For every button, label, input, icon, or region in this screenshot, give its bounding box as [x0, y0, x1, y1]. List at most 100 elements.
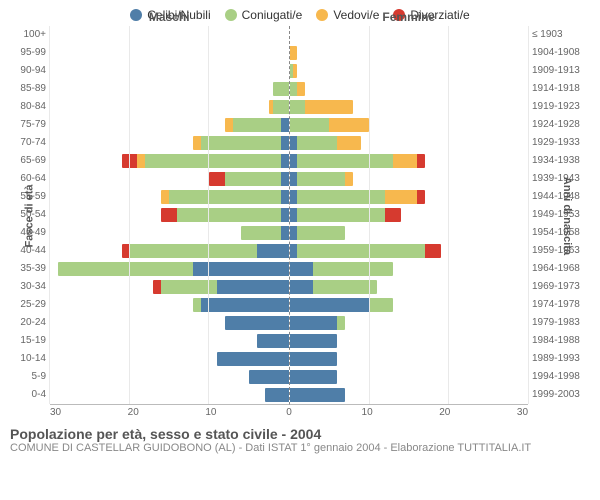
- female-side: Femmine: [290, 26, 529, 405]
- bar-segment: [153, 280, 161, 294]
- x-axis: 102030 0 102030: [0, 405, 600, 418]
- age-tick: 30-34: [8, 278, 46, 296]
- birth-tick: 1999-2003: [532, 386, 592, 404]
- bar-row: [50, 278, 289, 296]
- bar-row: [290, 98, 529, 116]
- bar-segment: [290, 226, 298, 240]
- bar-segment: [337, 316, 345, 330]
- bar-row: [290, 278, 529, 296]
- bar-row: [50, 44, 289, 62]
- bar-segment: [273, 82, 289, 96]
- footer: Popolazione per età, sesso e stato civil…: [0, 418, 600, 454]
- y-axis-label-right: Anni di nascita: [561, 176, 573, 254]
- bar-segment: [425, 244, 441, 258]
- bar-segment: [145, 154, 280, 168]
- bar-segment: [257, 334, 289, 348]
- birth-tick: 1909-1913: [532, 62, 592, 80]
- bar-segment: [281, 172, 289, 186]
- age-tick: 25-29: [8, 296, 46, 314]
- male-rows: [50, 26, 289, 404]
- bar-segment: [297, 190, 384, 204]
- birth-axis: ≤ 19031904-19081909-19131914-19181919-19…: [528, 26, 592, 405]
- bar-segment: [177, 208, 280, 222]
- legend-item: Vedovi/e: [316, 8, 379, 22]
- birth-tick: 1934-1938: [532, 152, 592, 170]
- bar-segment: [257, 244, 289, 258]
- birth-tick: 1924-1928: [532, 116, 592, 134]
- bar-segment: [297, 244, 424, 258]
- bar-row: [50, 350, 289, 368]
- bar-segment: [417, 154, 425, 168]
- bar-segment: [369, 298, 393, 312]
- bar-segment: [161, 208, 177, 222]
- x-tick: 20: [128, 407, 206, 418]
- female-header: Femmine: [382, 10, 435, 24]
- bar-segment: [122, 244, 130, 258]
- age-tick: 65-69: [8, 152, 46, 170]
- bar-row: [50, 386, 289, 404]
- bar-segment: [290, 280, 314, 294]
- bar-segment: [385, 190, 417, 204]
- bar-segment: [241, 226, 281, 240]
- bar-row: [50, 296, 289, 314]
- bar-row: [290, 242, 529, 260]
- bar-row: [290, 26, 529, 44]
- x-ticks-female: 102030: [295, 407, 528, 418]
- bar-segment: [130, 244, 257, 258]
- bar-segment: [201, 136, 280, 150]
- bar-row: [290, 386, 529, 404]
- birth-tick: 1919-1923: [532, 98, 592, 116]
- bar-segment: [273, 100, 289, 114]
- birth-tick: 1984-1988: [532, 332, 592, 350]
- birth-tick: 1914-1918: [532, 80, 592, 98]
- birth-tick: 1964-1968: [532, 260, 592, 278]
- age-tick: 85-89: [8, 80, 46, 98]
- age-tick: 90-94: [8, 62, 46, 80]
- birth-tick: 1994-1998: [532, 368, 592, 386]
- bar-segment: [290, 100, 306, 114]
- age-tick: 35-39: [8, 260, 46, 278]
- age-tick: 0-4: [8, 386, 46, 404]
- bar-segment: [305, 100, 353, 114]
- bar-segment: [225, 316, 289, 330]
- bar-row: [50, 170, 289, 188]
- bar-row: [50, 116, 289, 134]
- bar-segment: [201, 298, 288, 312]
- legend-item: Coniugati/e: [225, 8, 303, 22]
- chart-subtitle: COMUNE DI CASTELLAR GUIDOBONO (AL) - Dat…: [10, 442, 590, 454]
- bar-segment: [290, 154, 298, 168]
- bar-row: [290, 80, 529, 98]
- bar-row: [290, 152, 529, 170]
- bar-segment: [385, 208, 401, 222]
- bar-row: [290, 116, 529, 134]
- legend-swatch: [130, 9, 142, 21]
- birth-tick: 1904-1908: [532, 44, 592, 62]
- bar-segment: [137, 154, 145, 168]
- x-ticks-male: 102030: [50, 407, 283, 418]
- bar-segment: [297, 136, 337, 150]
- bar-segment: [329, 118, 369, 132]
- bar-segment: [297, 226, 345, 240]
- birth-tick: ≤ 1903: [532, 26, 592, 44]
- bar-segment: [225, 172, 281, 186]
- bar-segment: [169, 190, 280, 204]
- bar-segment: [297, 208, 384, 222]
- age-tick: 5-9: [8, 368, 46, 386]
- birth-tick: 1989-1993: [532, 350, 592, 368]
- bar-row: [50, 206, 289, 224]
- bar-row: [290, 350, 529, 368]
- x-tick-zero: 0: [283, 407, 295, 418]
- bar-segment: [290, 46, 298, 60]
- bar-segment: [290, 262, 314, 276]
- bar-segment: [265, 388, 289, 402]
- legend-swatch: [225, 9, 237, 21]
- bar-row: [290, 134, 529, 152]
- bar-segment: [290, 244, 298, 258]
- bar-segment: [313, 262, 392, 276]
- bar-row: [50, 260, 289, 278]
- bar-segment: [290, 334, 338, 348]
- bar-segment: [290, 298, 369, 312]
- bar-segment: [281, 118, 289, 132]
- bar-row: [290, 224, 529, 242]
- legend-swatch: [316, 9, 328, 21]
